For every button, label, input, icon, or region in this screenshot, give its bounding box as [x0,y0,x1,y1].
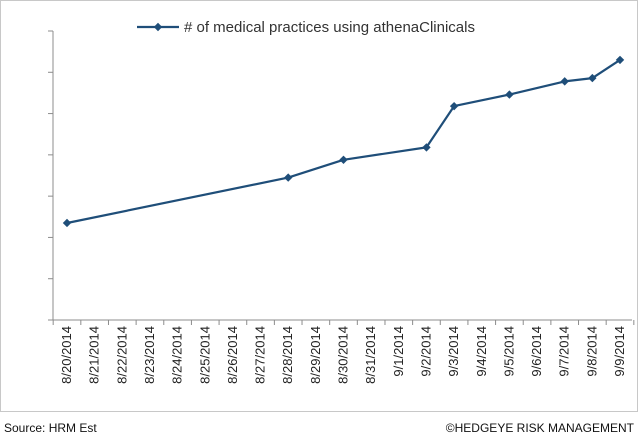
data-point-marker [505,90,514,99]
legend-label: # of medical practices using athenaClini… [184,19,475,36]
x-tick-label: 9/3/2014 [446,326,461,377]
x-tick-label: 8/29/2014 [308,326,323,384]
data-point-marker [588,73,597,83]
x-tick-label: 8/24/2014 [170,326,185,384]
data-point-marker [449,101,459,111]
data-point-marker [615,55,625,65]
x-tick-label: 8/31/2014 [363,326,378,384]
x-tick-label: 8/27/2014 [253,326,268,384]
x-tick-label: 9/4/2014 [474,326,489,377]
x-tick-label: 9/1/2014 [391,326,406,377]
x-tick-label: 9/8/2014 [584,326,599,377]
x-tick-label: 9/5/2014 [501,326,516,377]
x-tick-label: 8/23/2014 [142,326,157,384]
x-tick-label: 9/6/2014 [529,326,544,377]
x-tick-label: 9/2/2014 [418,326,433,377]
x-tick-label: 8/26/2014 [225,326,240,384]
source-note: Source: HRM Est [4,421,97,435]
data-point-marker [339,155,348,165]
chart-frame: 8/20/2014 8/21/2014 8/22/2014 8/23/2014 8/24… [0,0,638,412]
x-tick-label: 8/20/2014 [59,326,74,384]
x-tick-label: 8/28/2014 [280,326,295,384]
legend-marker [153,22,163,32]
x-tick-label: 8/21/2014 [87,326,102,384]
copyright-note: ©HEDGEYE RISK MANAGEMENT [445,421,634,435]
data-point-marker [284,173,293,182]
data-point-marker [560,77,569,86]
line-chart: 8/20/2014 8/21/2014 8/22/2014 8/23/2014 8/24… [48,19,635,384]
x-tick-label: 9/9/2014 [612,326,627,377]
x-tick-label: 8/22/2014 [114,326,129,384]
x-tick-label: 8/25/2014 [197,326,212,384]
series-line [66,58,621,225]
x-tick-label: 9/7/2014 [557,326,572,377]
data-point-marker [422,143,431,152]
data-point-marker [62,218,72,228]
x-tick-label: 8/30/2014 [336,326,351,384]
